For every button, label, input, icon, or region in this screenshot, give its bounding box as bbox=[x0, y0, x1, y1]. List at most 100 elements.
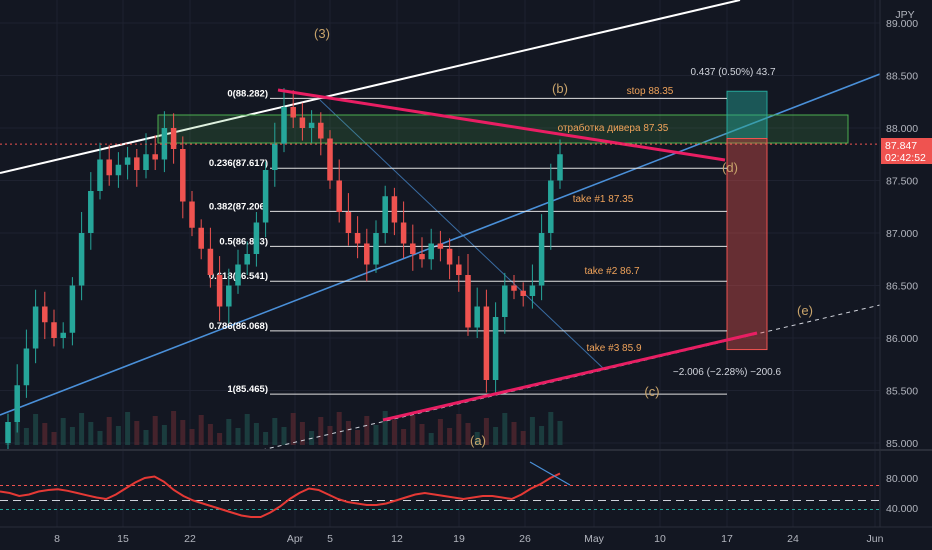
price-tick-label: 86.500 bbox=[886, 281, 918, 293]
price-tick-label: 85.500 bbox=[886, 386, 918, 398]
volume-bar bbox=[382, 411, 388, 445]
fib-level-label: 1(85.465) bbox=[227, 384, 268, 395]
volume-bar bbox=[217, 433, 223, 445]
volume-bar bbox=[198, 415, 204, 445]
oscillator-divergence-line[interactable] bbox=[529, 461, 571, 486]
volume-bar bbox=[33, 414, 39, 445]
candle-body bbox=[42, 306, 48, 323]
thin-descending-line[interactable] bbox=[319, 99, 606, 371]
time-tick-label: Apr bbox=[287, 533, 304, 545]
wave-label-c: (c) bbox=[644, 384, 659, 399]
volume-bar bbox=[180, 420, 186, 445]
volume-bar bbox=[437, 419, 443, 445]
candle-body bbox=[318, 122, 324, 139]
time-tick-label: 24 bbox=[787, 533, 799, 545]
candle-body bbox=[32, 306, 39, 349]
volume-bar bbox=[483, 418, 489, 445]
wave-label-3: (3) bbox=[314, 26, 330, 41]
volume-bar bbox=[465, 423, 471, 445]
time-tick-label: Jun bbox=[867, 533, 884, 545]
time-tick-label: May bbox=[584, 533, 605, 545]
candle-body bbox=[5, 422, 11, 443]
candle-body bbox=[511, 285, 517, 291]
volume-bar bbox=[106, 417, 112, 445]
price-tick-label: 85.000 bbox=[886, 438, 918, 450]
candle-body bbox=[170, 128, 177, 149]
candle-body bbox=[60, 332, 66, 338]
candle-body bbox=[281, 107, 287, 144]
wave-label-b: (b) bbox=[552, 81, 568, 96]
volume-bar bbox=[511, 422, 517, 445]
oscillator-axis[interactable]: 80.000 40.000 bbox=[886, 473, 918, 515]
candle-body bbox=[253, 222, 260, 254]
candle-body bbox=[336, 180, 342, 212]
time-tick-label: 12 bbox=[391, 533, 403, 545]
divergence-zone-label: отработка дивера 87.35 bbox=[558, 122, 669, 134]
candle-body bbox=[152, 154, 158, 160]
volume-bar bbox=[373, 425, 379, 445]
volume-bar bbox=[502, 413, 508, 445]
stop-label: stop 88.35 bbox=[627, 86, 674, 97]
candle-body bbox=[244, 254, 250, 265]
volume-bar bbox=[290, 413, 296, 445]
wave-label-a: (a) bbox=[470, 433, 486, 448]
take2-label: take #2 86.7 bbox=[584, 266, 639, 277]
price-pane[interactable]: 0(88.282) 0.236(87.617) 0.382(87.206) 0.5(8… bbox=[0, 0, 880, 451]
channel-upper-line[interactable] bbox=[0, 0, 741, 174]
price-tick-label: 87.000 bbox=[886, 228, 918, 240]
candle-body bbox=[483, 306, 490, 380]
dashed-trend-line[interactable] bbox=[261, 304, 880, 450]
time-tick-label: 17 bbox=[721, 533, 733, 545]
candle-body bbox=[419, 254, 425, 260]
oscillator-pane[interactable] bbox=[0, 461, 880, 518]
time-axis[interactable]: 8 15 22 Apr 5 12 19 26 May 10 17 24 Jun bbox=[54, 533, 884, 545]
price-tick-label: 86.000 bbox=[886, 333, 918, 345]
fib-level-label: 0.786(86.068) bbox=[209, 321, 268, 332]
candle-body bbox=[216, 275, 223, 307]
last-price-tag-bg bbox=[881, 138, 932, 164]
volume-bar bbox=[456, 414, 462, 445]
triangle-lower-line[interactable] bbox=[382, 331, 758, 422]
position-profit-box[interactable] bbox=[726, 90, 768, 139]
volume-bar bbox=[493, 427, 499, 445]
oscillator-line[interactable] bbox=[0, 472, 561, 518]
volume-bar bbox=[23, 428, 29, 445]
volume-bar bbox=[152, 416, 158, 445]
candle-body bbox=[272, 143, 278, 170]
time-tick-label: 10 bbox=[654, 533, 666, 545]
volume-bar bbox=[207, 424, 213, 445]
volume-bar bbox=[244, 414, 250, 445]
volume-bar bbox=[410, 415, 416, 445]
candle-body bbox=[207, 248, 214, 275]
bar-countdown: 02:42:52 bbox=[885, 152, 926, 164]
price-axis[interactable]: 89.000 88.500 88.000 87.500 87.000 86.500 86.0… bbox=[886, 18, 918, 450]
volume-bar bbox=[401, 429, 407, 445]
candle-body bbox=[492, 317, 499, 380]
price-tick-label: 88.500 bbox=[886, 71, 918, 83]
volume-bar bbox=[189, 429, 195, 445]
volume-bar bbox=[134, 421, 140, 445]
price-tick-label: 88.000 bbox=[886, 123, 918, 135]
volume-bar bbox=[336, 412, 342, 445]
volume-bar bbox=[281, 427, 287, 445]
candle-body bbox=[299, 117, 306, 128]
fib-level-label: 0.5(86.873) bbox=[219, 236, 268, 247]
candle-body bbox=[124, 157, 131, 165]
candle-body bbox=[115, 164, 122, 176]
volume-bar bbox=[125, 412, 131, 445]
volume-bar bbox=[391, 420, 397, 445]
candle-body bbox=[410, 243, 416, 254]
volume-bar bbox=[520, 431, 526, 445]
volume-bar bbox=[42, 423, 48, 445]
position-loss-box[interactable] bbox=[726, 138, 768, 351]
triangle-upper-line[interactable] bbox=[277, 88, 726, 162]
candle-body bbox=[465, 275, 471, 328]
candle-body bbox=[364, 243, 370, 265]
candle-body bbox=[373, 233, 379, 265]
volume-bar bbox=[419, 424, 425, 445]
volume-bar bbox=[299, 422, 305, 445]
candle-body bbox=[327, 138, 333, 181]
volume-bar bbox=[345, 421, 351, 445]
candle-body bbox=[226, 285, 232, 307]
